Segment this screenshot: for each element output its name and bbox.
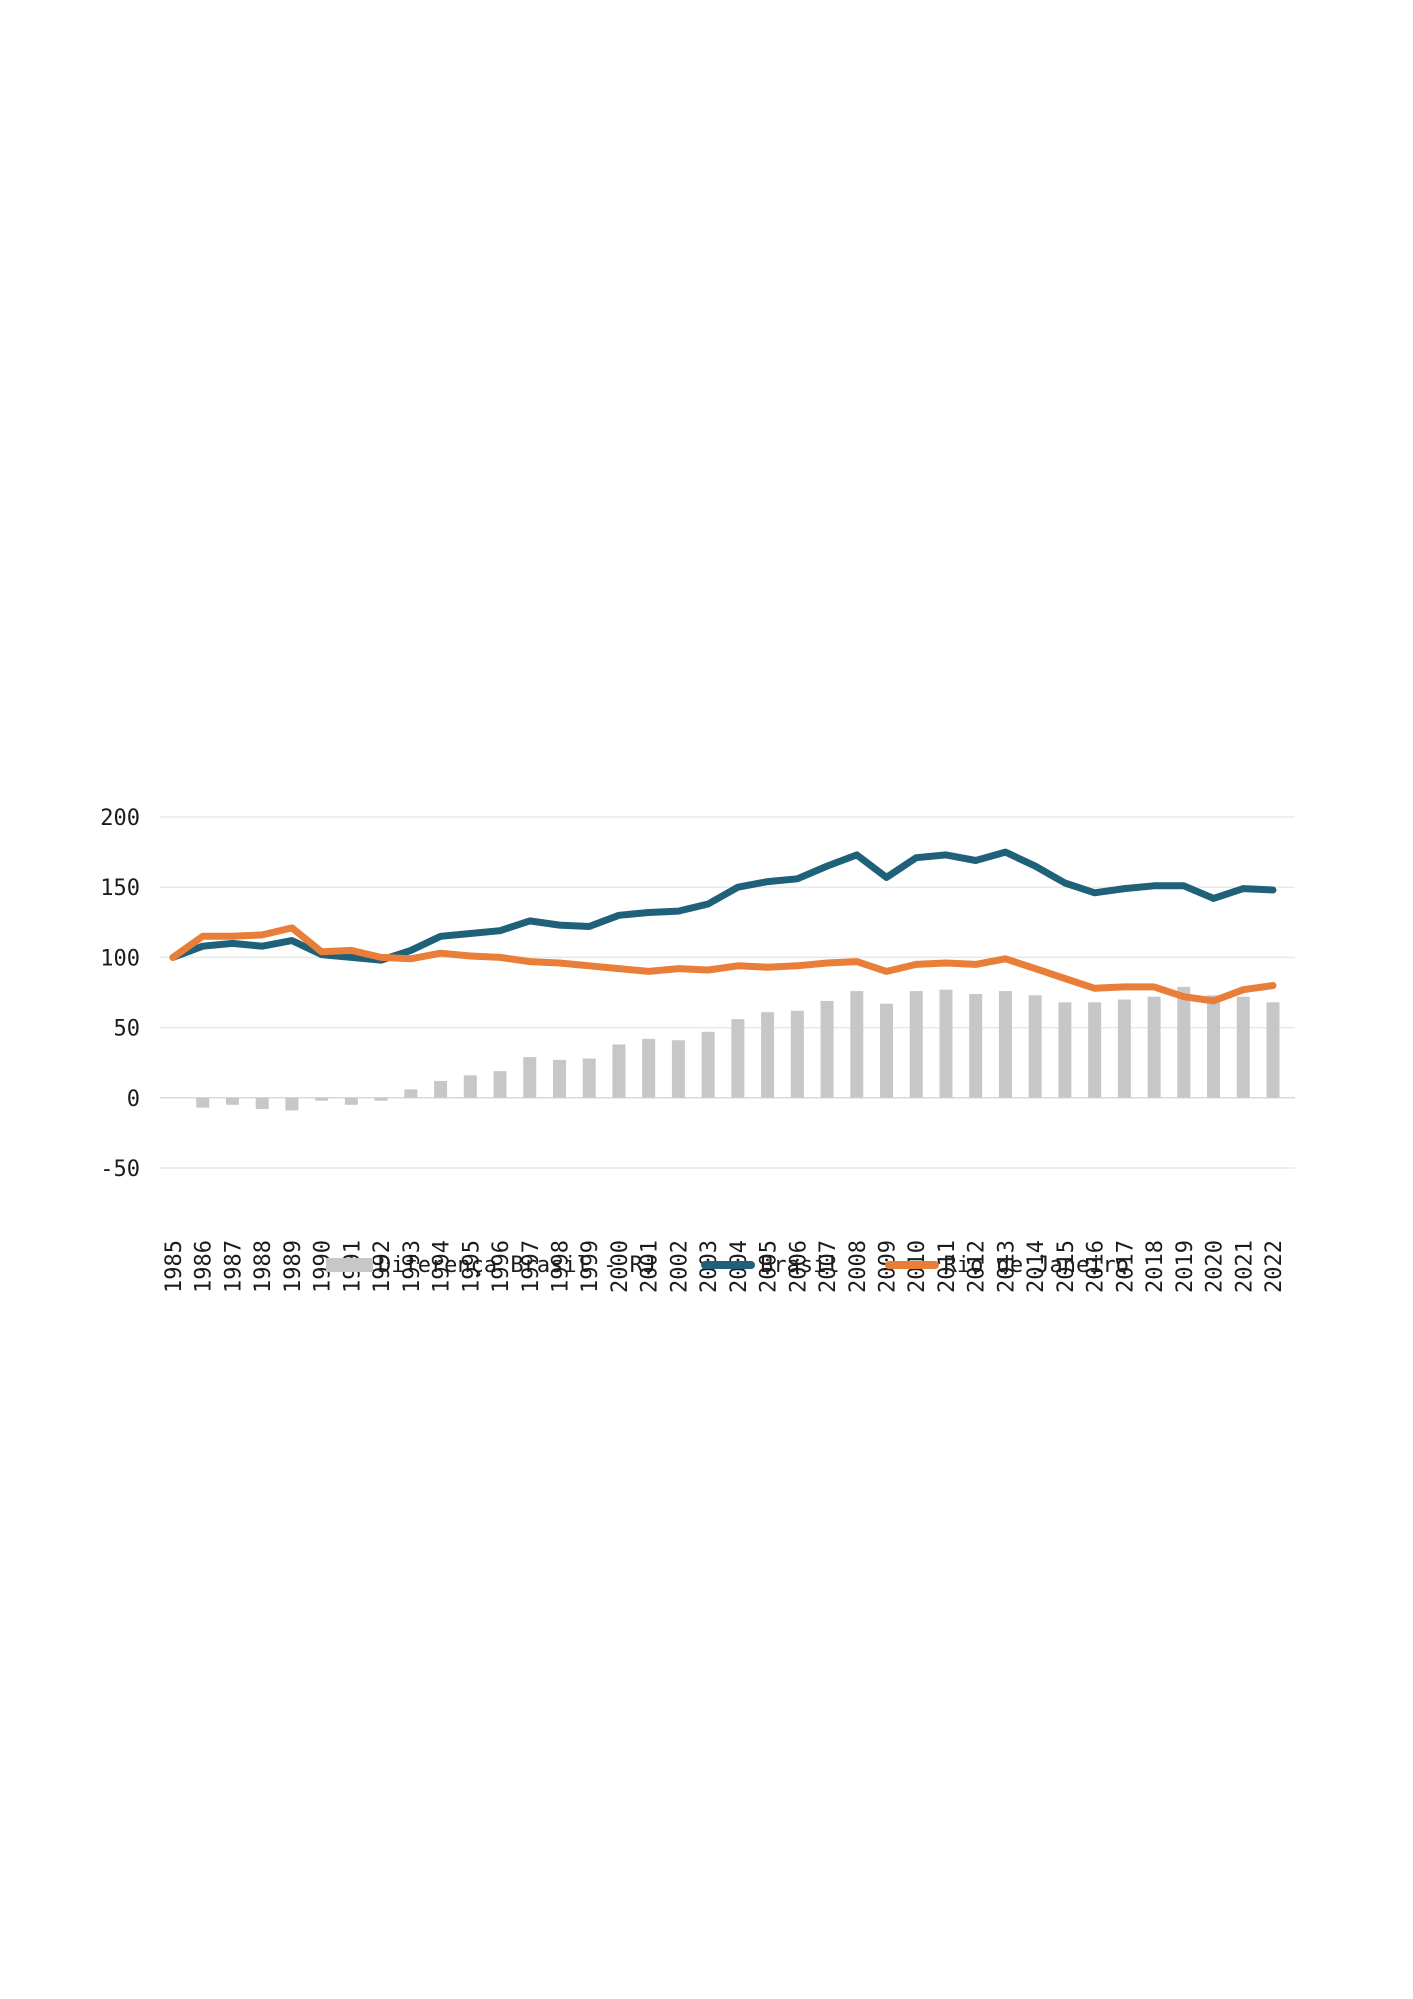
diff-bar <box>909 991 923 1098</box>
x-tick-label: 1988 <box>251 1240 276 1293</box>
diff-bar <box>344 1097 358 1105</box>
y-tick-label: 200 <box>100 806 140 831</box>
diff-bar <box>998 991 1012 1098</box>
diff-bar <box>790 1010 804 1098</box>
x-tick-label: 2016 <box>1084 1240 1109 1293</box>
x-tick-label: 1993 <box>400 1240 425 1293</box>
y-tick-label: -50 <box>100 1157 140 1182</box>
diff-bar <box>255 1097 269 1110</box>
x-tick-label: 2007 <box>816 1240 841 1293</box>
x-tick-label: 2015 <box>1054 1240 1079 1293</box>
diff-bar <box>731 1019 745 1098</box>
legend-label-diferenca: Diferença Brasil - RJ <box>377 1252 657 1278</box>
x-tick-label: 1998 <box>548 1240 573 1293</box>
diff-bar <box>761 1012 775 1098</box>
diff-bar <box>374 1097 388 1101</box>
x-tick-label: 1995 <box>459 1240 484 1293</box>
diff-bar <box>1236 996 1250 1098</box>
legend-item-rio: Rio de Janeiro <box>884 1252 1130 1278</box>
diff-bar <box>1117 999 1131 1098</box>
x-tick-label: 2005 <box>757 1240 782 1293</box>
diff-bar <box>285 1097 299 1111</box>
x-tick-label: 2022 <box>1262 1240 1287 1293</box>
x-tick-label: 2006 <box>786 1240 811 1293</box>
rio-de-janeiro-line <box>169 924 1277 1005</box>
x-tick-label: 2000 <box>608 1240 633 1293</box>
diff-bar <box>493 1071 507 1098</box>
rio-swatch-icon <box>884 1261 939 1269</box>
x-tick-label: 1985 <box>162 1240 187 1293</box>
diff-bar <box>315 1097 329 1101</box>
y-tick-label: 150 <box>100 876 140 901</box>
diff-bar <box>642 1038 656 1098</box>
diff-bar <box>404 1089 418 1098</box>
diff-bar <box>552 1059 566 1098</box>
diff-bar <box>1028 995 1042 1098</box>
diff-bar <box>1266 1002 1280 1098</box>
diff-bar <box>196 1097 210 1108</box>
y-tick-label: 100 <box>100 946 140 971</box>
x-tick-label: 2014 <box>1024 1240 1049 1293</box>
x-tick-label: 1986 <box>192 1240 217 1293</box>
diff-bar <box>1088 1002 1102 1098</box>
diff-bar <box>1058 1002 1072 1098</box>
legend-item-brasil: Brasil <box>701 1252 840 1278</box>
diferenca-swatch-icon <box>325 1258 373 1272</box>
diff-bar <box>612 1044 626 1098</box>
x-tick-label: 2011 <box>935 1240 960 1293</box>
diff-bar <box>820 1000 834 1098</box>
legend-label-brasil: Brasil <box>760 1252 840 1278</box>
diff-bar <box>969 993 983 1098</box>
legend-item-diferenca: Diferença Brasil - RJ <box>325 1252 657 1278</box>
x-tick-label: 1999 <box>578 1240 603 1293</box>
x-tick-label: 1996 <box>489 1240 514 1293</box>
x-tick-label: 2012 <box>965 1240 990 1293</box>
diff-bar <box>463 1075 477 1098</box>
chart-legend: Diferença Brasil - RJ Brasil Rio de Jane… <box>160 1248 1295 1282</box>
x-tick-label: 2001 <box>638 1240 663 1293</box>
x-tick-label: 2013 <box>994 1240 1019 1293</box>
x-tick-label: 2017 <box>1113 1240 1138 1293</box>
diff-bar <box>1177 986 1191 1098</box>
y-tick-label: 50 <box>114 1017 141 1042</box>
x-tick-label: 2021 <box>1232 1240 1257 1293</box>
x-tick-label: 2002 <box>667 1240 692 1293</box>
x-tick-label: 1992 <box>370 1240 395 1293</box>
brasil-swatch-icon <box>701 1261 756 1269</box>
x-tick-label: 2019 <box>1173 1240 1198 1293</box>
x-tick-label: 2018 <box>1143 1240 1168 1293</box>
x-tick-label: 1994 <box>430 1240 455 1293</box>
diff-bar <box>1207 995 1221 1098</box>
diff-bar <box>1147 996 1161 1098</box>
diff-bar <box>671 1040 685 1098</box>
x-tick-label: 1989 <box>281 1240 306 1293</box>
x-tick-label: 2008 <box>846 1240 871 1293</box>
brasil-line <box>169 848 1277 964</box>
diff-bar <box>701 1031 715 1098</box>
x-tick-label: 1987 <box>221 1240 246 1293</box>
diff-bar <box>434 1080 448 1098</box>
x-tick-label: 1997 <box>519 1240 544 1293</box>
diff-bar <box>880 1003 894 1098</box>
x-tick-label: 2020 <box>1203 1240 1228 1293</box>
legend-label-rio: Rio de Janeiro <box>943 1252 1130 1278</box>
diff-bar <box>850 991 864 1098</box>
y-tick-label: 0 <box>127 1087 140 1112</box>
diff-bar <box>225 1097 239 1105</box>
diff-bar <box>523 1057 537 1098</box>
diff-bar <box>939 989 953 1098</box>
diff-bar <box>582 1058 596 1098</box>
